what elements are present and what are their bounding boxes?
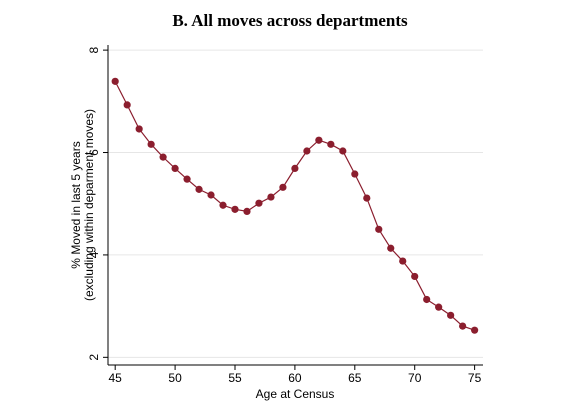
y-tick-label: 2 (87, 354, 101, 361)
data-point (231, 205, 239, 213)
data-point (459, 322, 467, 330)
data-point (111, 77, 119, 85)
x-tick-label: 60 (288, 371, 302, 385)
data-point (447, 311, 455, 319)
data-line (114, 81, 475, 331)
data-point (135, 125, 143, 133)
x-tick-label: 65 (348, 371, 362, 385)
data-point (291, 164, 299, 172)
data-point (147, 140, 155, 148)
y-axis-label: (excluding within deparment moves) (82, 109, 96, 301)
x-axis-label: Age at Census (256, 387, 335, 401)
data-point (267, 193, 275, 201)
y-tick-label: 6 (87, 149, 101, 156)
data-point (375, 225, 383, 233)
data-point (423, 295, 431, 304)
x-tick-label: 70 (408, 371, 422, 385)
data-point (219, 201, 227, 209)
data-point (411, 272, 419, 281)
data-point (471, 326, 479, 334)
data-point (435, 303, 443, 311)
data-point (195, 185, 203, 193)
data-point (279, 183, 287, 191)
data-point (303, 147, 311, 155)
data-point (351, 170, 359, 178)
data-point (171, 164, 179, 172)
x-tick-label: 50 (168, 371, 182, 385)
data-point (339, 147, 347, 155)
data-point (255, 199, 263, 207)
data-point (159, 153, 167, 161)
x-tick-label: 45 (109, 371, 123, 385)
y-tick-label: 4 (87, 251, 101, 258)
x-tick-label: 75 (468, 371, 482, 385)
data-point (327, 140, 335, 148)
y-axis-label: % Moved in last 5 years (69, 141, 83, 268)
x-tick-label: 55 (228, 371, 242, 385)
data-point (123, 101, 131, 109)
chart-title: B. All moves across departments (172, 11, 408, 30)
data-point (387, 244, 395, 252)
data-point (363, 194, 371, 202)
data-point (243, 207, 251, 215)
data-point (399, 257, 407, 265)
data-point (207, 191, 215, 199)
data-point (183, 175, 191, 183)
data-point (315, 136, 323, 144)
y-tick-label: 8 (87, 46, 101, 53)
